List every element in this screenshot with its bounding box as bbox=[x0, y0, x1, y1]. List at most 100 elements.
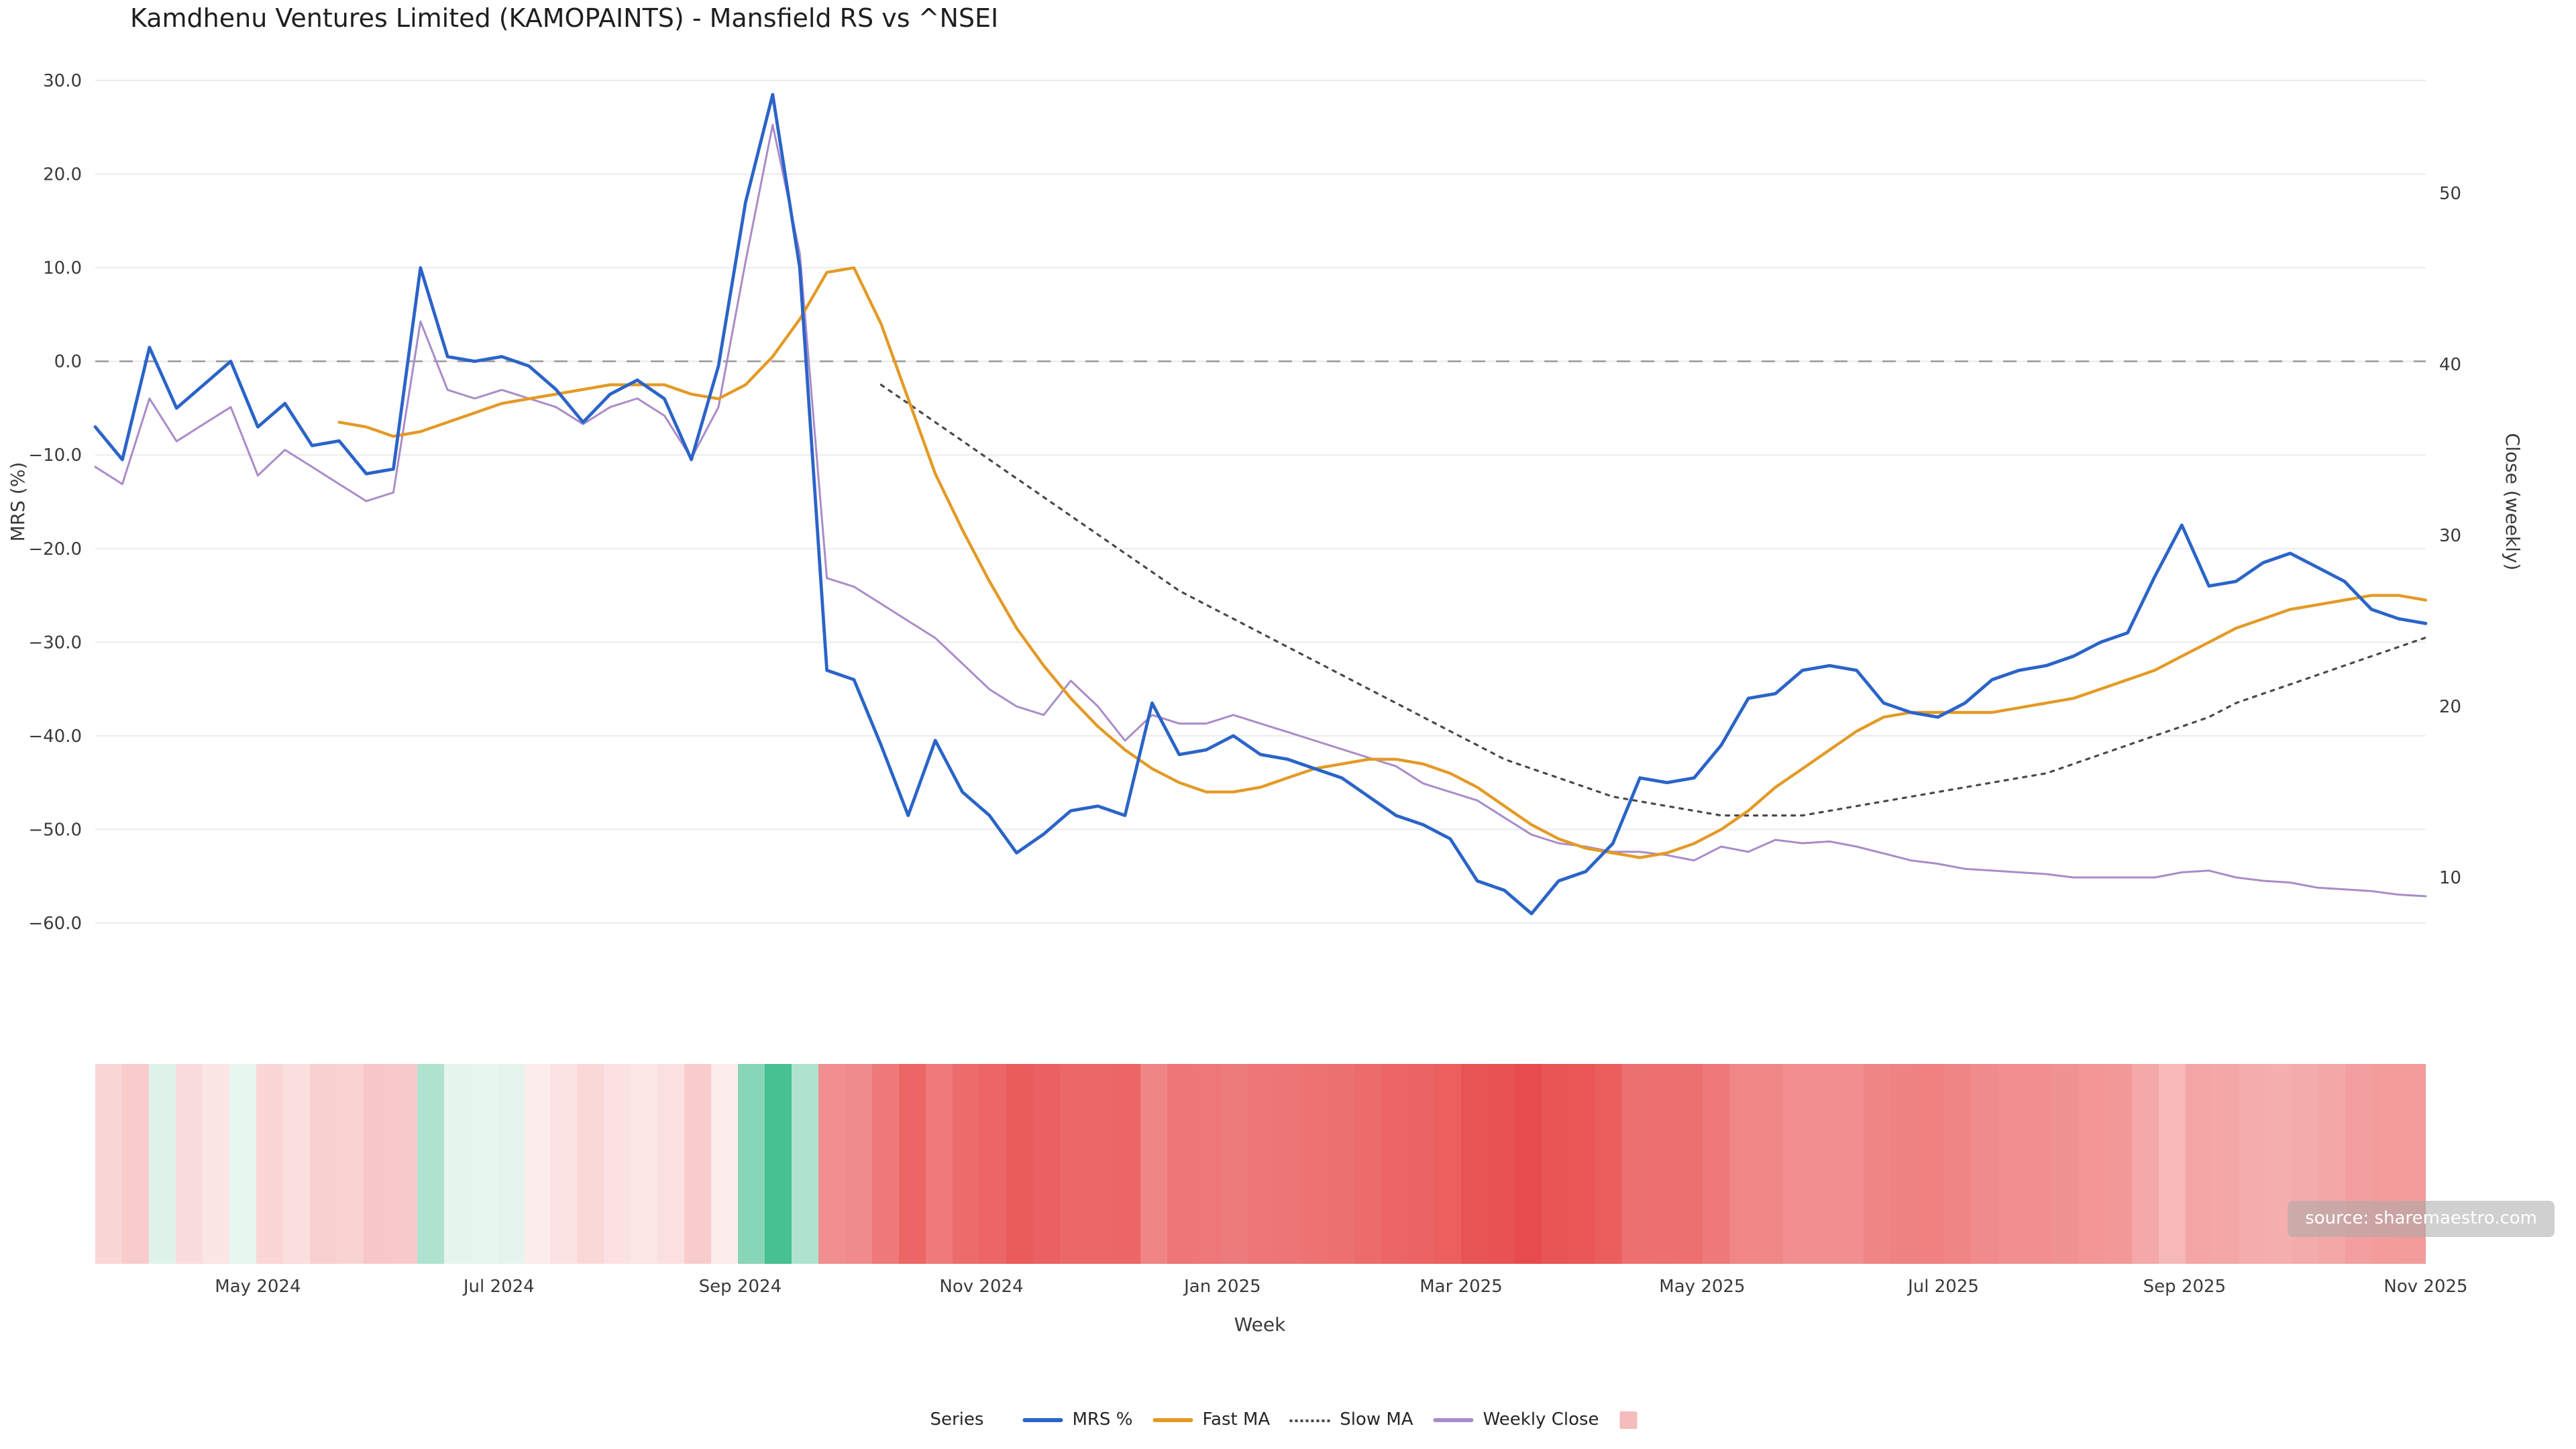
legend-item-slow-ma: Slow MA bbox=[1290, 1410, 1413, 1430]
slow-ma-line bbox=[879, 384, 2427, 817]
heatmap-cell bbox=[470, 1064, 498, 1264]
heatmap-cell bbox=[1407, 1064, 1435, 1264]
y-left-tick-label: −20.0 bbox=[28, 539, 82, 559]
x-tick-label: May 2024 bbox=[215, 1277, 301, 1297]
y-left-tick-label: −30.0 bbox=[28, 633, 82, 653]
y-left-tick-label: −10.0 bbox=[28, 445, 82, 466]
mrs-line-swatch bbox=[1022, 1418, 1063, 1422]
heatmap-cell bbox=[1193, 1064, 1221, 1264]
heatmap-cell bbox=[1328, 1064, 1355, 1264]
legend-title: Series bbox=[930, 1410, 984, 1430]
heatmap-cell bbox=[256, 1064, 283, 1264]
x-tick-label: Sep 2024 bbox=[699, 1277, 782, 1297]
x-tick-label: May 2025 bbox=[1659, 1277, 1745, 1297]
slow-ma-swatch bbox=[1290, 1419, 1331, 1421]
heatmap-cell bbox=[1917, 1064, 1944, 1264]
heatmap-cell bbox=[309, 1064, 337, 1264]
heatmap-cell bbox=[1890, 1064, 1917, 1264]
heatmap-cell bbox=[684, 1064, 712, 1264]
y-axis-label-right: Close (weekly) bbox=[2501, 433, 2522, 571]
heatmap-cell bbox=[1247, 1064, 1275, 1264]
heatmap-cell bbox=[336, 1064, 364, 1264]
heatmap-cell bbox=[443, 1064, 471, 1264]
heatmap-cell bbox=[1568, 1064, 1596, 1264]
heatmap-cell bbox=[1542, 1064, 1569, 1264]
heatmap-cell bbox=[1301, 1064, 1328, 1264]
heatmap-cell bbox=[148, 1064, 176, 1264]
heatmap-cell bbox=[1703, 1064, 1730, 1264]
legend-item-mrs: MRS % bbox=[1022, 1410, 1132, 1430]
heatmap-cell bbox=[550, 1064, 578, 1264]
x-tick-label: Nov 2024 bbox=[939, 1277, 1023, 1297]
legend: Series MRS % Fast MA Slow MA Weekly Clos… bbox=[930, 1410, 1646, 1430]
y-left-tick-label: −60.0 bbox=[28, 914, 82, 934]
heatmap-cell bbox=[1810, 1064, 1837, 1264]
heatmap-cell bbox=[979, 1064, 1006, 1264]
heatmap-cell bbox=[524, 1064, 551, 1264]
y-right-tick-label: 20 bbox=[2439, 697, 2461, 717]
heatmap-cell bbox=[899, 1064, 926, 1264]
heatmap-cell bbox=[497, 1064, 524, 1264]
legend-item-fast-ma: Fast MA bbox=[1152, 1410, 1270, 1430]
heatmap-cell bbox=[1729, 1064, 1757, 1264]
heatmap-cell bbox=[1595, 1064, 1623, 1264]
heatmap-cell bbox=[2024, 1064, 2051, 1264]
heatmap-cell bbox=[2212, 1064, 2239, 1264]
heatmap-cell bbox=[417, 1064, 444, 1264]
heatmap-cell bbox=[1863, 1064, 1890, 1264]
heatmap-cell bbox=[1488, 1064, 1515, 1264]
heatmap-cell bbox=[953, 1064, 979, 1264]
weekly-close-swatch bbox=[1433, 1418, 1474, 1422]
heatmap-cell bbox=[1649, 1064, 1676, 1264]
y-right-tick-label: 10 bbox=[2439, 868, 2461, 888]
x-axis-label: Week bbox=[1234, 1315, 1286, 1336]
heatmap-cell bbox=[1006, 1064, 1033, 1264]
heatmap-cell bbox=[282, 1064, 310, 1264]
y-left-tick-label: −50.0 bbox=[28, 820, 82, 840]
x-tick-label: Mar 2025 bbox=[1419, 1277, 1503, 1297]
heatmap-cell bbox=[1756, 1064, 1784, 1264]
heatmap-cell bbox=[1354, 1064, 1381, 1264]
heatmap-cell bbox=[872, 1064, 900, 1264]
legend-label-weekly-close: Weekly Close bbox=[1483, 1410, 1599, 1430]
y-left-tick-label: 20.0 bbox=[43, 165, 82, 185]
heatmap-cell bbox=[1381, 1064, 1408, 1264]
heatmap-cell bbox=[1086, 1064, 1114, 1264]
heatmap-cell bbox=[175, 1064, 203, 1264]
heatmap-cell bbox=[2239, 1064, 2265, 1264]
heatmap-cell bbox=[604, 1064, 631, 1264]
heatmap-cell bbox=[1461, 1064, 1489, 1264]
y-right-tick-label: 30 bbox=[2439, 526, 2461, 546]
legend-label-mrs: MRS % bbox=[1072, 1410, 1133, 1430]
legend-item-weekly-close: Weekly Close bbox=[1433, 1410, 1599, 1430]
source-watermark: source: sharemaestro.com bbox=[2288, 1201, 2555, 1237]
heatmap-cell bbox=[738, 1064, 765, 1264]
heatmap-cell bbox=[1220, 1064, 1248, 1264]
heatmap-cell bbox=[2158, 1064, 2186, 1264]
heatmap-cell bbox=[926, 1064, 953, 1264]
heatmap-cell bbox=[1515, 1064, 1542, 1264]
x-tick-label: Jul 2025 bbox=[1907, 1277, 1979, 1297]
y-left-tick-label: −40.0 bbox=[28, 727, 82, 747]
fast-ma-swatch bbox=[1152, 1418, 1193, 1422]
heatmap-cell bbox=[1167, 1064, 1194, 1264]
heatmap-cell bbox=[202, 1064, 229, 1264]
heatmap-cell bbox=[1274, 1064, 1301, 1264]
heatmap-cell bbox=[121, 1064, 149, 1264]
heatmap-cell bbox=[1434, 1064, 1462, 1264]
y-right-tick-label: 50 bbox=[2439, 184, 2461, 204]
heatmap-cell bbox=[229, 1064, 256, 1264]
heatmap-cell bbox=[657, 1064, 685, 1264]
legend-label-slow-ma: Slow MA bbox=[1340, 1410, 1413, 1430]
heatmap-cell bbox=[792, 1064, 819, 1264]
heatmap-cell bbox=[1059, 1064, 1087, 1264]
weekly-close-line bbox=[94, 123, 2427, 898]
x-tick-label: Nov 2025 bbox=[2383, 1277, 2467, 1297]
y-left-tick-label: 10.0 bbox=[43, 258, 82, 278]
heatmap-cell bbox=[1970, 1064, 1998, 1264]
heatmap-cell bbox=[2131, 1064, 2159, 1264]
heatmap-cell bbox=[765, 1064, 792, 1264]
heatmap-cell bbox=[95, 1064, 122, 1264]
